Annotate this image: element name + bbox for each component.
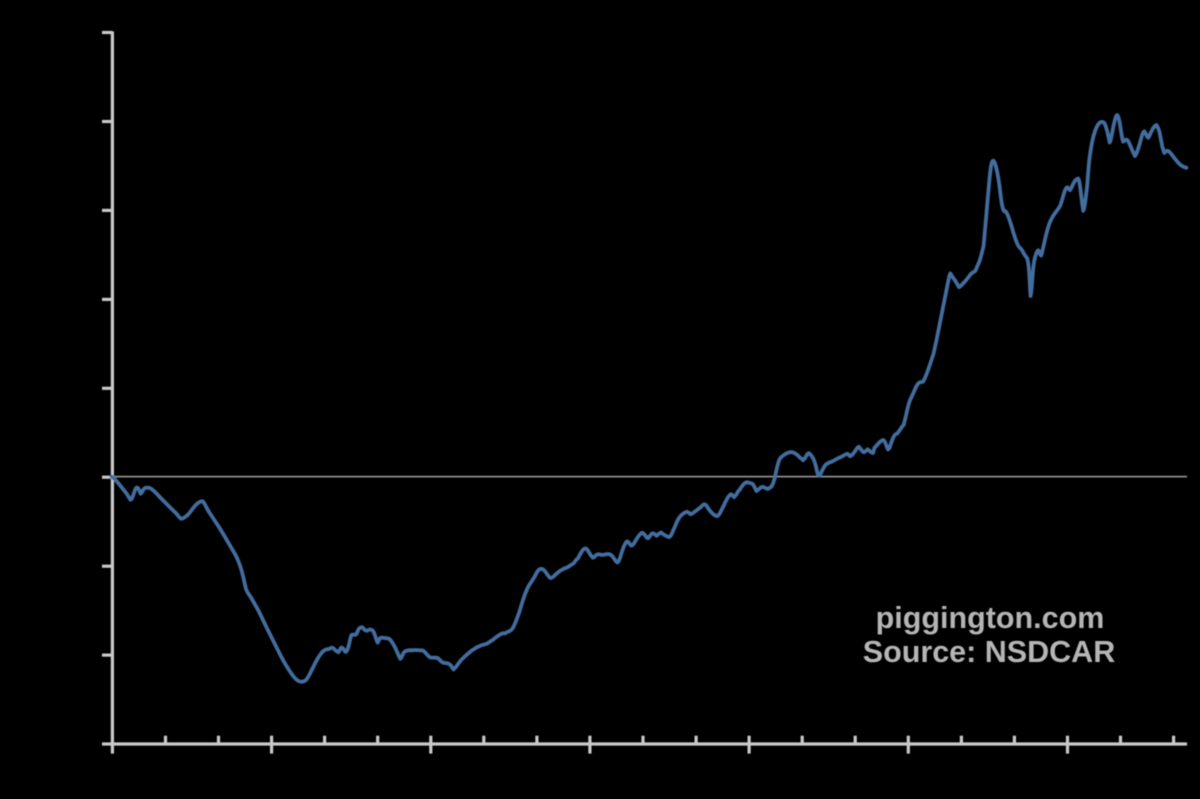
svg-text:piggington.com: piggington.com (876, 601, 1105, 635)
svg-text:Source: NSDCAR: Source: NSDCAR (863, 635, 1116, 669)
